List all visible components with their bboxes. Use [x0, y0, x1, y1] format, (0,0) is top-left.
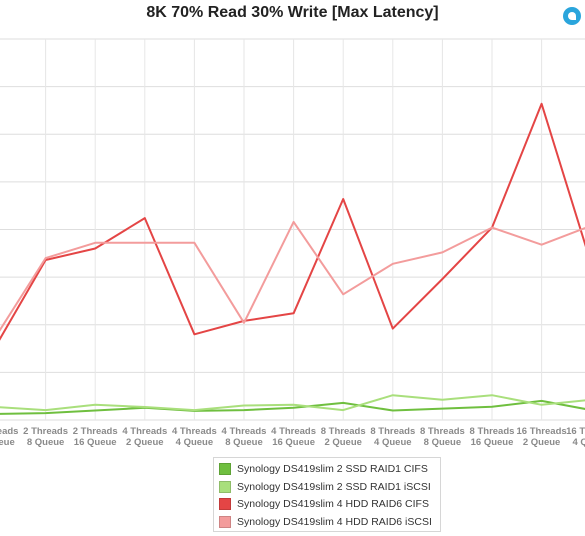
x-tick-label: 2 Threads 16 Queue	[73, 426, 118, 448]
x-tick-label: 16 Threads 2 Queue	[517, 426, 567, 448]
x-tick-label: 8 Threads 2 Queue	[321, 426, 366, 448]
legend-swatch	[219, 480, 231, 493]
legend-item[interactable]: Synology DS419slim 4 HDD RAID6 iSCSI	[219, 515, 432, 529]
legend-item[interactable]: Synology DS419slim 4 HDD RAID6 CIFS	[219, 497, 429, 511]
x-tick-label: 8 Threads 8 Queue	[420, 426, 465, 448]
legend-label: Synology DS419slim 2 SSD RAID1 iSCSI	[237, 480, 431, 493]
legend-item[interactable]: Synology DS419slim 2 SSD RAID1 iSCSI	[219, 480, 431, 494]
x-tick-label: 8 Threads 4 Queue	[370, 426, 415, 448]
x-tick-label: 4 Threads 16 Queue	[271, 426, 316, 448]
logo-icon	[563, 7, 581, 25]
legend-swatch	[219, 463, 231, 475]
series-line-4	[0, 220, 585, 332]
series-lines	[0, 102, 585, 415]
legend-label: Synology DS419slim 4 HDD RAID6 iSCSI	[237, 515, 432, 528]
legend-item[interactable]: Synology DS419slim 2 SSD RAID1 CIFS	[219, 462, 428, 476]
x-tick-label: 4 Threads 2 Queue	[122, 426, 167, 448]
x-tick-label: 4 Threads 4 Queue	[172, 426, 217, 448]
legend-label: Synology DS419slim 2 SSD RAID1 CIFS	[237, 463, 428, 475]
x-tick-label: 2 Threads 8 Queue	[23, 426, 68, 448]
legend: Synology DS419slim 2 SSD RAID1 CIFS Synol…	[213, 457, 441, 532]
legend-swatch	[219, 498, 231, 510]
x-tick-label: 8 Threads 16 Queue	[470, 426, 515, 448]
series-line-2	[0, 394, 585, 412]
chart-title: 8K 70% Read 30% Write [Max Latency]	[146, 4, 439, 21]
x-tick-label: 4 Threads 8 Queue	[222, 426, 267, 448]
legend-label: Synology DS419slim 4 HDD RAID6 CIFS	[237, 498, 429, 510]
legend-swatch	[219, 515, 231, 528]
series-line-1	[0, 399, 585, 415]
